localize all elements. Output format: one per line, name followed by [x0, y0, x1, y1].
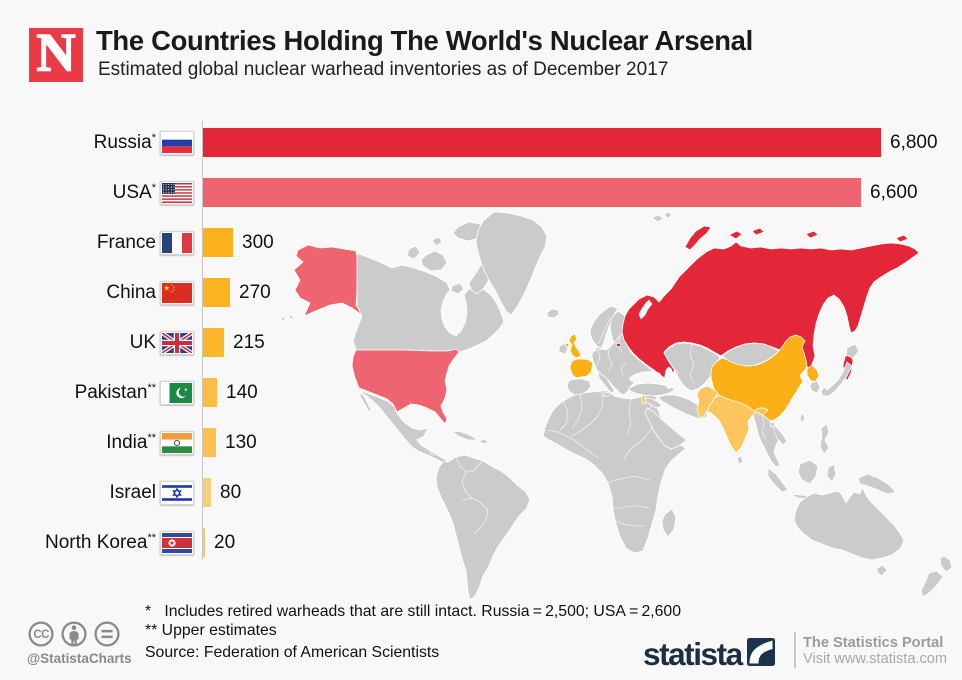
svg-text:CC: CC [33, 629, 49, 641]
